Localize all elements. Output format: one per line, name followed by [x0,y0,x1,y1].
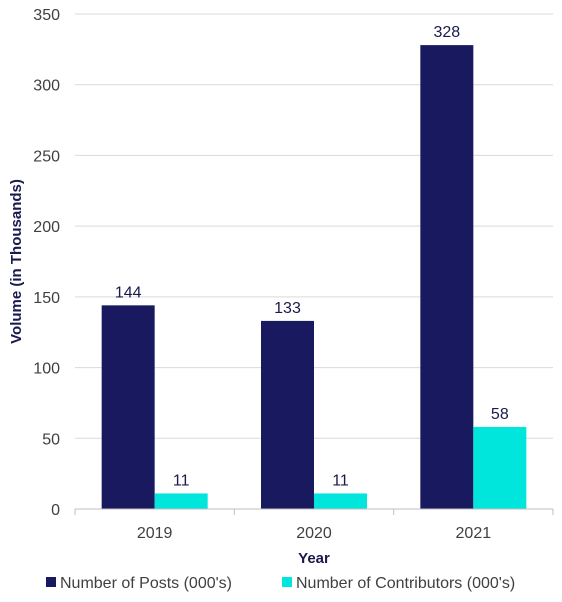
legend-label-contributors: Number of Contributors (000's) [296,575,515,592]
x-tick-label-2019: 2019 [137,525,173,542]
bar-posts-2020 [261,320,314,509]
legend-swatch-posts [46,577,56,587]
data-label-posts-2020: 133 [274,300,301,317]
gridlines [75,13,553,439]
y-axis-title: Volume (in Thousands) [8,179,25,344]
data-label-contributors-2019: 11 [173,472,190,489]
bar-posts-2021 [420,45,474,509]
y-tick-label-150: 150 [33,290,60,307]
y-tick-label-100: 100 [33,361,60,378]
legend: Number of Posts (000's) Number of Contrib… [46,575,515,592]
legend-item-posts: Number of Posts (000's) [46,575,232,592]
y-tick-label-200: 200 [33,219,60,236]
x-tick-label-2020: 2020 [296,525,332,542]
bar-contributors-2019 [154,493,208,509]
y-tick-label-0: 0 [51,502,60,519]
data-label-posts-2021: 328 [433,24,460,41]
bar-contributors-2020 [314,493,367,509]
y-tick-label-350: 350 [33,7,60,24]
legend-label-posts: Number of Posts (000's) [60,575,232,592]
axes: 0 50 100 150 200 250 300 350 2019 2020 2021 [33,7,554,542]
bars [101,45,527,509]
y-tick-label-250: 250 [33,148,60,165]
legend-item-contributors: Number of Contributors (000's) [282,575,515,592]
data-label-contributors-2020: 11 [332,472,349,489]
data-label-posts-2019: 144 [115,284,142,301]
legend-swatch-contributors [282,577,292,587]
x-axis-title: Year [298,550,330,567]
y-tick-label-300: 300 [33,78,60,95]
data-label-contributors-2021: 58 [491,406,509,423]
x-tick-label-2021: 2021 [456,525,492,542]
y-tick-label-50: 50 [42,431,60,448]
bar-contributors-2021 [473,426,527,509]
data-labels: 144 11 133 11 328 58 [115,24,509,489]
bar-posts-2019 [101,305,155,509]
